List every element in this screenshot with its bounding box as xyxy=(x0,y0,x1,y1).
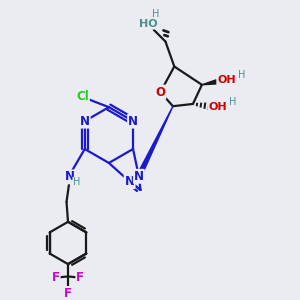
Text: H: H xyxy=(230,97,237,106)
Text: OH: OH xyxy=(217,75,236,85)
Text: N: N xyxy=(65,170,75,183)
Text: N: N xyxy=(80,115,90,128)
Polygon shape xyxy=(137,106,173,177)
Text: O: O xyxy=(155,85,165,99)
Text: N: N xyxy=(128,115,138,128)
Text: HO: HO xyxy=(140,19,158,29)
Text: H: H xyxy=(73,177,80,187)
Text: OH: OH xyxy=(208,102,227,112)
Text: F: F xyxy=(52,272,60,284)
Text: F: F xyxy=(76,272,84,284)
Text: N: N xyxy=(134,170,144,183)
Text: H: H xyxy=(238,70,246,80)
Polygon shape xyxy=(202,80,217,85)
Text: Cl: Cl xyxy=(76,90,89,104)
Text: H: H xyxy=(152,9,159,19)
Text: N: N xyxy=(124,175,135,188)
Text: F: F xyxy=(64,287,72,300)
